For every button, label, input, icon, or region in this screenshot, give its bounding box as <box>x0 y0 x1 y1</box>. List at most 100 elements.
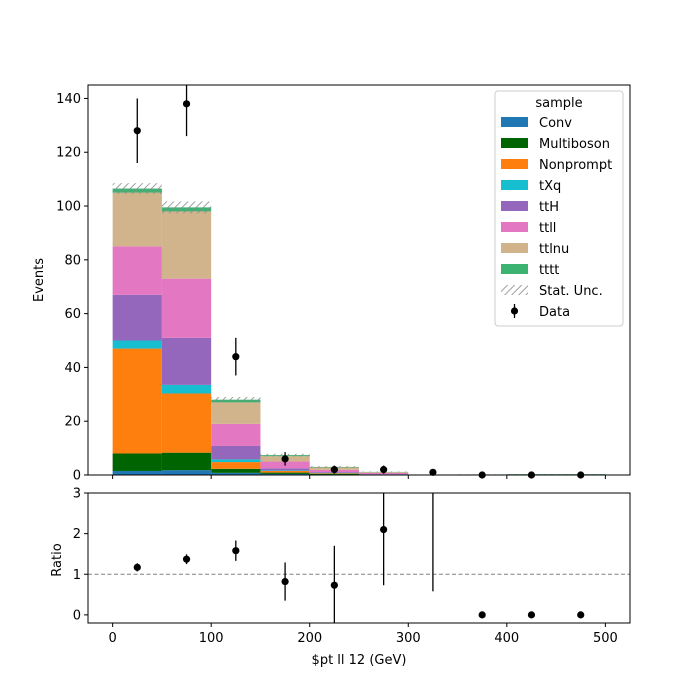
y-tick-label-80: 80 <box>64 253 81 268</box>
x-tick-label-300: 300 <box>396 631 421 646</box>
ratio-points <box>133 493 585 623</box>
ratio-point-5 <box>380 525 388 534</box>
ratio-point-1 <box>182 555 191 563</box>
bar-txq-bin-3 <box>260 470 310 471</box>
legend-label-ttll: ttll <box>539 221 556 236</box>
stat-unc-bin-2 <box>211 397 261 403</box>
legend-swatch-conv <box>501 117 528 127</box>
y-tick-label-60: 60 <box>64 307 81 322</box>
legend-swatch-stat-unc <box>501 285 528 295</box>
bar-tth-bin-3 <box>260 468 310 471</box>
ratio-y-tick-label-3: 3 <box>73 487 81 502</box>
ratio-point-4 <box>330 581 338 589</box>
ratio-plot-panel: 0 1 2 3 0 100 200 300 400 500 <box>73 487 631 646</box>
data-point-3 <box>281 455 289 463</box>
ratio-y-axis-label: Ratio <box>50 543 65 576</box>
bar-multiboson-bin-4 <box>309 473 359 475</box>
main-y-ticks: 0 20 40 60 80 100 120 140 <box>56 92 88 484</box>
bar-tth-bin-1 <box>161 337 212 385</box>
data-point-6 <box>429 468 437 476</box>
data-point-2 <box>232 353 240 361</box>
y-tick-label-20: 20 <box>64 415 81 430</box>
ratio-point-8 <box>527 611 536 619</box>
bar-ttlnu-bin-2 <box>211 402 261 424</box>
bar-txq-bin-0 <box>112 340 162 349</box>
legend-swatch-tth <box>501 201 528 211</box>
stat-unc-bin-1 <box>161 201 212 214</box>
legend-swatch-multiboson <box>501 138 528 148</box>
ratio-x-ticks: 0 100 200 300 400 500 <box>108 623 618 646</box>
stat-unc-bin-0 <box>112 183 162 194</box>
y-axis-label: Events <box>32 258 47 302</box>
x-tick-label-0: 0 <box>108 631 116 646</box>
x-tick-label-100: 100 <box>199 631 224 646</box>
legend-swatch-tttt <box>501 264 528 274</box>
bar-conv-bin-1 <box>161 470 212 475</box>
bar-multiboson-bin-0 <box>112 453 162 471</box>
legend-swatch-ttll <box>501 222 528 232</box>
bar-multiboson-bin-1 <box>161 452 212 471</box>
ratio-y-tick-label-2: 2 <box>73 527 81 542</box>
bar-ttlnu-bin-0 <box>112 192 162 247</box>
ratio-point-2 <box>232 547 240 555</box>
legend-swatch-txq <box>501 180 528 190</box>
legend-swatch-nonprompt <box>501 159 528 169</box>
bar-conv-bin-2 <box>211 472 261 475</box>
bar-conv-bin-3 <box>260 473 310 475</box>
x-tick-label-400: 400 <box>494 631 519 646</box>
data-point-0 <box>133 127 141 135</box>
legend-label-tth: ttH <box>539 200 559 215</box>
ratio-y-ticks: 0 1 2 3 <box>73 487 88 623</box>
bar-tth-bin-0 <box>112 294 162 341</box>
legend-label-multiboson: Multiboson <box>539 137 610 152</box>
ratio-point-0 <box>133 563 141 571</box>
x-axis-label: $pt ll 12 (GeV) <box>312 653 407 668</box>
bar-nonprompt-bin-2 <box>211 462 261 469</box>
legend-label-tttt: tttt <box>539 263 559 278</box>
ratio-point-3 <box>281 577 289 586</box>
main-plot-panel: 0 20 40 60 80 100 120 140 <box>56 84 631 484</box>
legend-swatch-ttlnu <box>501 243 528 253</box>
legend-marker-data <box>510 307 519 315</box>
data-points <box>133 85 585 479</box>
bar-ttll-bin-1 <box>161 278 212 338</box>
y-tick-label-120: 120 <box>56 146 81 161</box>
bar-tth-bin-2 <box>211 445 261 460</box>
data-point-1 <box>182 100 191 108</box>
legend-label-txq: tXq <box>539 179 561 194</box>
bar-multiboson-bin-3 <box>260 472 310 474</box>
data-point-5 <box>380 466 388 474</box>
main-x-ticks <box>112 475 606 479</box>
ratio-plot-frame <box>87 492 631 624</box>
bar-conv-bin-0 <box>112 470 162 475</box>
bar-ttlnu-bin-1 <box>161 211 212 279</box>
ratio-y-tick-label-1: 1 <box>73 568 81 583</box>
bar-txq-bin-2 <box>211 459 261 463</box>
bar-ttll-bin-0 <box>112 246 162 295</box>
legend-label-data: Data <box>539 305 570 320</box>
y-tick-label-0: 0 <box>73 469 81 484</box>
bar-nonprompt-bin-3 <box>260 470 310 473</box>
bar-nonprompt-bin-0 <box>112 348 162 454</box>
legend-label-ttlnu: ttlnu <box>539 242 569 257</box>
bar-ttll-bin-2 <box>211 423 261 446</box>
ratio-point-7 <box>478 611 486 619</box>
legend-label-stat-unc: Stat. Unc. <box>539 284 603 299</box>
y-tick-label-100: 100 <box>56 200 81 215</box>
legend: sample Conv Multiboson Nonprompt tXq ttH ttll… <box>494 90 624 327</box>
y-tick-label-140: 140 <box>56 92 81 107</box>
legend-label-conv: Conv <box>539 116 572 131</box>
data-point-4 <box>330 466 338 474</box>
legend-title: sample <box>535 96 582 111</box>
ratio-point-9 <box>577 611 585 619</box>
ratio-y-tick-label-0: 0 <box>73 608 81 623</box>
x-tick-label-200: 200 <box>297 631 322 646</box>
bar-multiboson-bin-2 <box>211 468 261 473</box>
bar-nonprompt-bin-1 <box>161 393 212 453</box>
main-plot-frame <box>87 84 631 476</box>
stacked-bars <box>112 188 606 475</box>
y-tick-label-40: 40 <box>64 361 81 376</box>
legend-label-nonprompt: Nonprompt <box>539 158 612 173</box>
x-tick-label-500: 500 <box>593 631 618 646</box>
